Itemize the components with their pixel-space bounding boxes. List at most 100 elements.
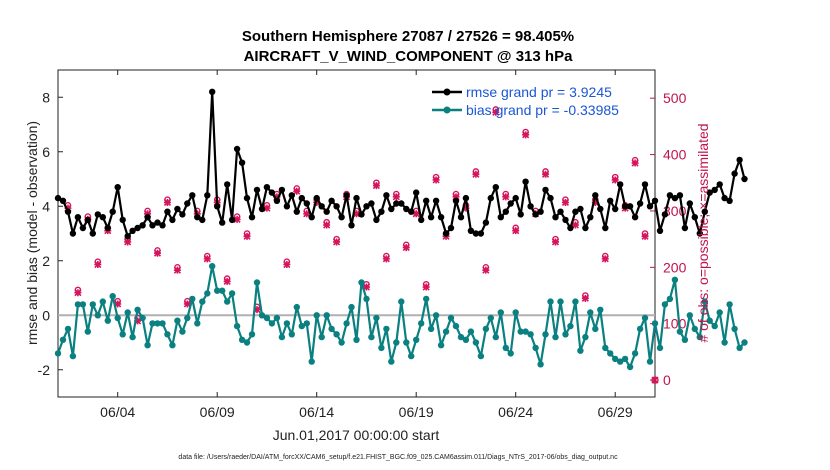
- obs-assimilated-point: [422, 283, 430, 291]
- bias-point: [293, 303, 300, 311]
- y-axis-left: 8 6 4 2 0 -2: [38, 89, 63, 378]
- bias-point: [432, 312, 440, 319]
- rmse-point: [487, 194, 494, 202]
- legend-rmse-marker: [443, 88, 451, 96]
- y2-tick-label: 0: [663, 372, 671, 388]
- rmse-point: [114, 184, 121, 191]
- bias-series: [54, 263, 748, 371]
- bias-point: [671, 276, 679, 283]
- bias-point: [547, 298, 554, 305]
- obs-assimilated-point: [352, 210, 361, 218]
- y2-tick-label: 200: [663, 259, 687, 275]
- rmse-point: [631, 214, 639, 221]
- rmse-point: [268, 189, 276, 196]
- rmse-point: [691, 214, 698, 221]
- bias-point: [626, 363, 634, 371]
- obs-assimilated-point: [402, 244, 410, 252]
- bias-point: [403, 339, 410, 346]
- rmse-point: [607, 197, 614, 204]
- legend-bias-label: bias grand pr = -0.33985: [466, 102, 619, 118]
- bias-point: [263, 314, 271, 322]
- bias-point: [423, 295, 430, 303]
- bias-point: [621, 355, 629, 363]
- bias-point: [258, 312, 266, 319]
- bias-point: [238, 336, 246, 343]
- obs-assimilated-point: [392, 193, 400, 201]
- bias-point: [233, 322, 241, 330]
- bias-point: [358, 279, 365, 286]
- bias-point: [542, 331, 549, 338]
- obs-assimilated-point: [253, 306, 261, 314]
- obs-assimilated-point: [303, 210, 311, 218]
- bias-point: [646, 358, 654, 365]
- obs-assimilated-point: [313, 198, 321, 207]
- bias-point: [427, 325, 435, 333]
- rmse-point: [577, 205, 584, 213]
- bias-point: [129, 333, 136, 341]
- rmse-point: [437, 214, 445, 221]
- obs-assimilated-point: [641, 232, 649, 240]
- bias-point: [243, 339, 251, 346]
- x-tick-label: 06/14: [299, 404, 334, 420]
- bias-point: [507, 350, 514, 357]
- bias-point: [467, 328, 475, 335]
- bias-point: [94, 312, 102, 319]
- rmse-point: [119, 216, 126, 224]
- obs-assimilated-point: [512, 227, 520, 235]
- rmse-point: [54, 194, 62, 202]
- rmse-point: [562, 216, 569, 224]
- y-tick-label: 0: [42, 307, 50, 323]
- bias-point: [721, 339, 728, 346]
- obs-assimilated-point: [223, 277, 231, 285]
- y2-tick-label: 500: [663, 90, 687, 106]
- bias-point: [134, 306, 141, 313]
- bias-point: [373, 314, 380, 322]
- bias-point: [74, 301, 82, 308]
- rmse-point: [129, 227, 136, 234]
- bias-point: [462, 336, 470, 343]
- rmse-point: [363, 203, 370, 210]
- rmse-point: [69, 230, 77, 237]
- rmse-point: [527, 203, 534, 210]
- y-axis-label: rmse and bias (model - observation): [24, 121, 40, 345]
- obs-assimilated-point: [412, 210, 420, 218]
- x-tick-label: 06/29: [598, 404, 633, 420]
- y-tick-label: 8: [42, 89, 50, 105]
- bias-point: [154, 320, 161, 327]
- rmse-point: [517, 211, 524, 218]
- obs-assimilated-point: [502, 193, 510, 201]
- obs-assimilated-point: [163, 198, 172, 207]
- bias-point: [706, 317, 713, 324]
- rmse-point: [621, 203, 629, 210]
- rmse-point: [651, 197, 659, 204]
- rmse-point: [666, 192, 674, 199]
- rmse-point: [383, 192, 390, 199]
- obs-assimilated-point: [143, 210, 152, 218]
- obs-assimilated-point: [153, 249, 162, 257]
- bias-point: [388, 358, 395, 365]
- bias-point: [109, 293, 116, 300]
- x-axis: 06/04 06/09 06/14 06/19 06/24 06/29: [100, 70, 633, 420]
- bias-point: [169, 342, 176, 349]
- obs-assimilated-point: [651, 376, 659, 384]
- bias-point: [701, 298, 708, 305]
- bias-point: [636, 325, 644, 333]
- y-tick-label: 6: [42, 144, 50, 160]
- bias-point: [587, 309, 594, 316]
- bias-point: [602, 344, 609, 352]
- obs-assimilated-point: [432, 176, 440, 184]
- bias-point: [253, 279, 261, 286]
- bias-point: [308, 358, 315, 365]
- bias-point: [393, 339, 400, 346]
- rmse-point: [258, 205, 266, 213]
- rmse-point: [671, 194, 679, 202]
- bias-point: [607, 350, 614, 357]
- rmse-point: [482, 219, 490, 226]
- bias-point: [597, 306, 604, 313]
- bias-point: [288, 331, 295, 338]
- rmse-point: [512, 194, 519, 202]
- bias-point: [338, 339, 345, 346]
- bias-point: [502, 344, 509, 352]
- obs-assimilated-point: [472, 170, 480, 178]
- rmse-point: [253, 186, 261, 194]
